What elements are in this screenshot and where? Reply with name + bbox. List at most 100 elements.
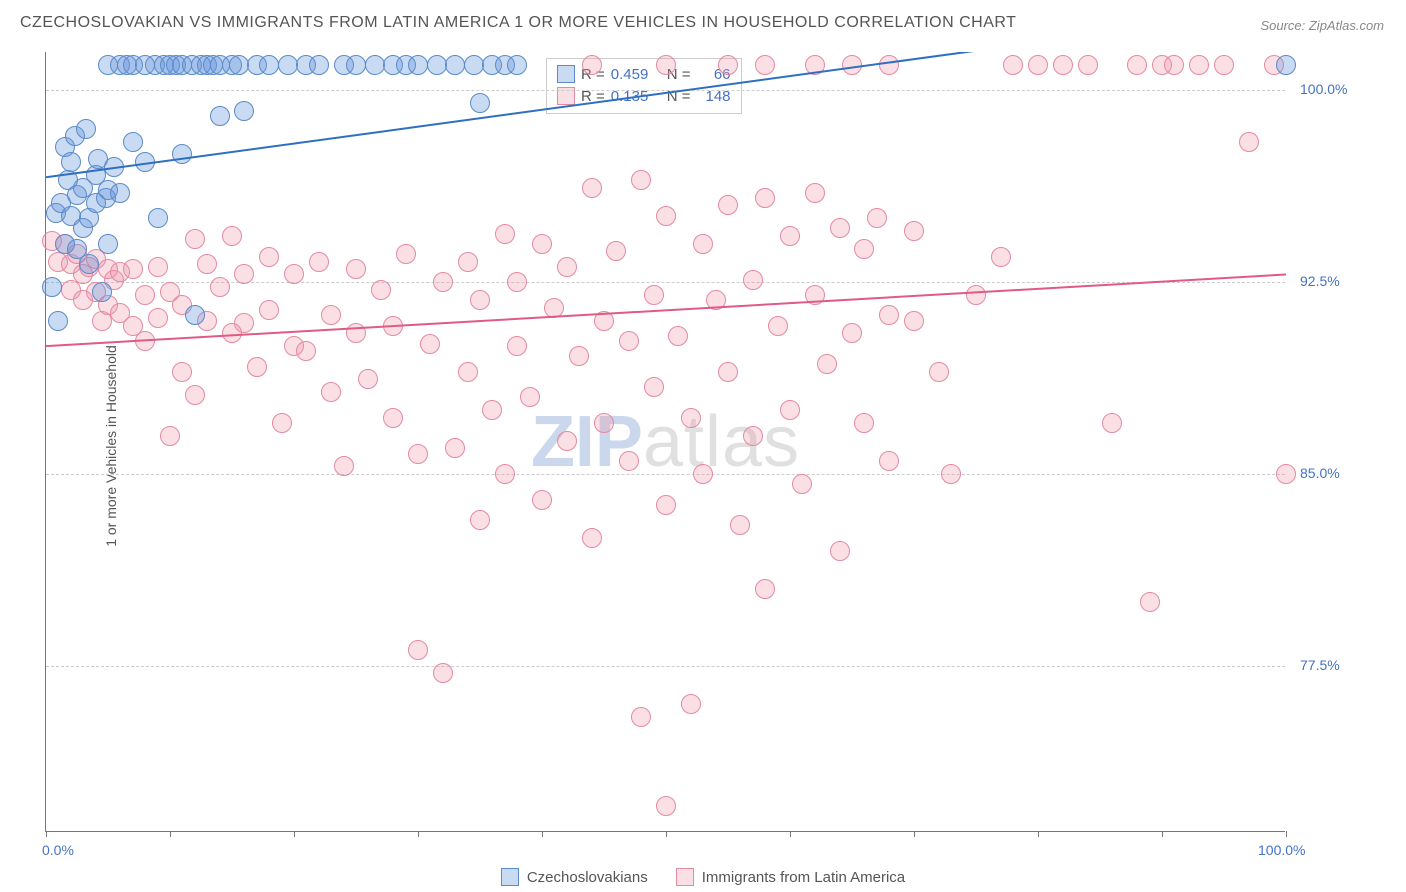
data-point <box>346 55 366 75</box>
data-point <box>805 183 825 203</box>
data-point <box>507 272 527 292</box>
data-point <box>730 515 750 535</box>
data-point <box>842 323 862 343</box>
data-point <box>458 362 478 382</box>
data-point <box>1239 132 1259 152</box>
data-point <box>272 413 292 433</box>
data-point <box>631 170 651 190</box>
data-point <box>755 579 775 599</box>
data-point <box>172 144 192 164</box>
x-tick <box>914 831 915 837</box>
data-point <box>817 354 837 374</box>
legend-row: R =0.135N =148 <box>557 85 731 107</box>
x-tick <box>542 831 543 837</box>
data-point <box>470 510 490 530</box>
data-point <box>284 264 304 284</box>
series-legend-item: Immigrants from Latin America <box>676 868 905 886</box>
data-point <box>693 234 713 254</box>
data-point <box>582 55 602 75</box>
data-point <box>334 456 354 476</box>
data-point <box>408 640 428 660</box>
data-point <box>433 663 453 683</box>
data-point <box>520 387 540 407</box>
data-point <box>495 464 515 484</box>
data-point <box>929 362 949 382</box>
data-point <box>321 305 341 325</box>
data-point <box>544 298 564 318</box>
data-point <box>185 229 205 249</box>
data-point <box>148 308 168 328</box>
data-point <box>408 444 428 464</box>
gridline-h <box>46 282 1285 283</box>
data-point <box>123 259 143 279</box>
data-point <box>148 257 168 277</box>
data-point <box>104 157 124 177</box>
x-tick <box>666 831 667 837</box>
data-point <box>383 408 403 428</box>
data-point <box>805 285 825 305</box>
x-tick <box>1286 831 1287 837</box>
data-point <box>743 270 763 290</box>
data-point <box>247 357 267 377</box>
data-point <box>830 218 850 238</box>
x-tick <box>1162 831 1163 837</box>
data-point <box>693 464 713 484</box>
legend-swatch <box>676 868 694 886</box>
data-point <box>569 346 589 366</box>
data-point <box>495 224 515 244</box>
data-point <box>768 316 788 336</box>
data-point <box>854 239 874 259</box>
data-point <box>879 55 899 75</box>
data-point <box>259 55 279 75</box>
x-tick-label-right: 100.0% <box>1258 842 1305 858</box>
data-point <box>644 377 664 397</box>
data-point <box>1127 55 1147 75</box>
data-point <box>792 474 812 494</box>
data-point <box>1053 55 1073 75</box>
y-tick-label: 77.5% <box>1300 657 1340 673</box>
data-point <box>904 221 924 241</box>
data-point <box>532 234 552 254</box>
data-point <box>1164 55 1184 75</box>
plot-area: ZIPatlas R =0.459N =66R =0.135N =148 77.… <box>45 52 1285 832</box>
data-point <box>1102 413 1122 433</box>
data-point <box>383 316 403 336</box>
data-point <box>1276 55 1296 75</box>
data-point <box>780 400 800 420</box>
data-point <box>854 413 874 433</box>
data-point <box>656 55 676 75</box>
data-point <box>296 341 316 361</box>
data-point <box>445 55 465 75</box>
data-point <box>879 305 899 325</box>
gridline-h <box>46 90 1285 91</box>
data-point <box>842 55 862 75</box>
data-point <box>532 490 552 510</box>
data-point <box>234 313 254 333</box>
data-point <box>1140 592 1160 612</box>
data-point <box>706 290 726 310</box>
legend-r-value: 0.459 <box>611 66 661 83</box>
data-point <box>1214 55 1234 75</box>
data-point <box>656 796 676 816</box>
data-point <box>718 362 738 382</box>
data-point <box>445 438 465 458</box>
data-point <box>1078 55 1098 75</box>
data-point <box>805 55 825 75</box>
series-legend: CzechoslovakiansImmigrants from Latin Am… <box>0 868 1406 886</box>
data-point <box>681 694 701 714</box>
data-point <box>222 226 242 246</box>
data-point <box>1028 55 1048 75</box>
data-point <box>464 55 484 75</box>
data-point <box>346 323 366 343</box>
data-point <box>941 464 961 484</box>
x-tick <box>418 831 419 837</box>
x-tick <box>46 831 47 837</box>
data-point <box>718 55 738 75</box>
x-tick-label-left: 0.0% <box>42 842 74 858</box>
chart-title: CZECHOSLOVAKIAN VS IMMIGRANTS FROM LATIN… <box>20 14 1016 32</box>
data-point <box>135 152 155 172</box>
data-point <box>396 244 416 264</box>
data-point <box>259 300 279 320</box>
data-point <box>606 241 626 261</box>
data-point <box>594 311 614 331</box>
